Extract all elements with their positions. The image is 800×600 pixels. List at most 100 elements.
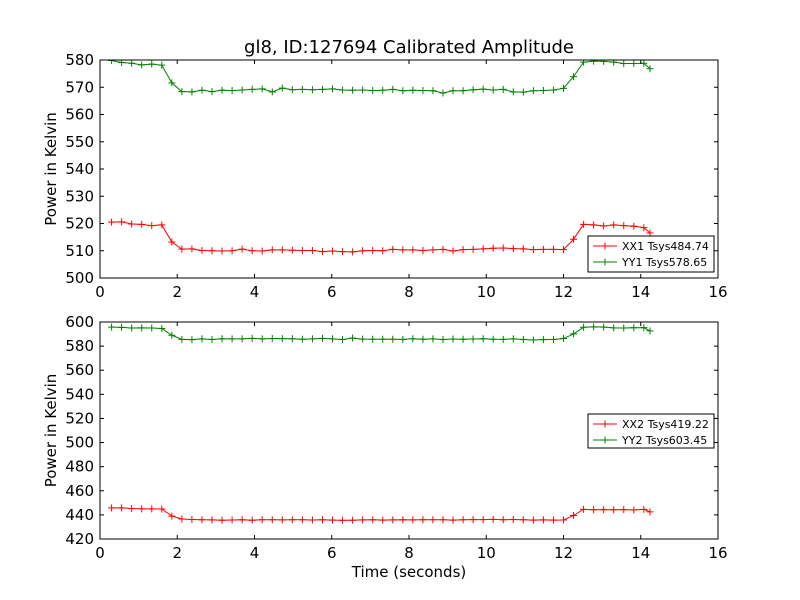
data-point [248, 516, 256, 524]
series-1 [108, 504, 654, 524]
data-point [168, 79, 176, 87]
data-point [288, 516, 296, 524]
data-point [298, 246, 306, 254]
y-axis-label: Power in Kelvin [42, 374, 60, 488]
data-point [560, 335, 567, 343]
data-point [429, 87, 437, 95]
data-point [118, 504, 126, 512]
legend-label: YY2 Tsys603.45 [621, 434, 707, 447]
data-point [168, 331, 176, 339]
data-point [278, 335, 286, 343]
data-point [529, 87, 537, 95]
x-tick-label: 0 [95, 283, 105, 301]
data-point [646, 229, 654, 237]
data-point [158, 325, 166, 333]
data-point [620, 324, 628, 332]
data-point [409, 516, 417, 524]
data-point [258, 85, 266, 93]
data-point [499, 85, 507, 93]
data-point [248, 85, 256, 93]
data-point [590, 506, 598, 514]
data-point [208, 247, 216, 255]
data-point [339, 86, 347, 94]
data-point [389, 335, 397, 343]
data-point [519, 245, 527, 253]
data-point [509, 245, 517, 253]
data-point [298, 516, 306, 524]
data-point [469, 516, 477, 524]
data-point [288, 86, 296, 94]
data-point [610, 506, 618, 514]
x-tick-label: 14 [631, 283, 650, 301]
data-point [108, 218, 116, 226]
data-point [238, 245, 246, 253]
data-point [646, 508, 654, 516]
data-point [580, 220, 588, 228]
data-point [238, 516, 246, 524]
data-point [178, 335, 186, 343]
data-point [138, 220, 146, 228]
data-point [529, 516, 537, 524]
data-point [258, 516, 266, 524]
data-point [288, 335, 296, 343]
x-tick-label: 8 [404, 544, 414, 562]
data-point [620, 222, 628, 230]
data-point [268, 516, 276, 524]
data-point [208, 335, 216, 343]
data-point [178, 245, 186, 253]
data-point [198, 246, 206, 254]
y-tick-label: 440 [65, 506, 94, 524]
y-tick-label: 540 [65, 385, 94, 403]
data-point [218, 516, 226, 524]
y-tick-label: 540 [65, 160, 94, 178]
legend-label: YY1 Tsys578.65 [621, 256, 707, 269]
data-point [560, 84, 567, 92]
data-point [549, 245, 557, 253]
data-point [329, 335, 337, 343]
data-point [630, 222, 638, 230]
data-point [178, 88, 186, 96]
data-point [238, 335, 246, 343]
legend-marker [601, 420, 609, 428]
data-point [318, 248, 326, 256]
data-point [188, 88, 196, 96]
data-point [539, 87, 547, 95]
x-tick-label: 12 [554, 283, 573, 301]
data-point [379, 86, 387, 94]
x-tick-label: 6 [327, 283, 337, 301]
data-point [138, 61, 146, 69]
legend-label: XX2 Tsys419.22 [622, 418, 709, 431]
y-tick-label: 560 [65, 106, 94, 124]
data-point [439, 245, 447, 253]
data-point [630, 324, 638, 332]
legend-marker [601, 242, 609, 250]
data-point [298, 335, 306, 343]
data-point [479, 335, 487, 343]
data-point [359, 516, 367, 524]
x-tick-label: 4 [250, 283, 260, 301]
data-point [600, 506, 608, 514]
data-point [610, 221, 618, 229]
data-point [339, 248, 347, 256]
data-point [359, 335, 367, 343]
data-point [439, 89, 447, 97]
data-point [298, 85, 306, 93]
series-2 [108, 60, 654, 97]
data-point [359, 247, 367, 255]
y-tick-label: 570 [65, 78, 94, 96]
series-1 [108, 218, 654, 256]
data-point [399, 87, 407, 95]
y-tick-label: 500 [65, 269, 94, 287]
x-tick-label: 16 [708, 544, 727, 562]
data-point [580, 505, 588, 513]
x-tick-label: 6 [327, 544, 337, 562]
data-point [499, 244, 507, 252]
data-point [228, 516, 236, 524]
figure-title: gl8, ID:127694 Calibrated Amplitude [244, 37, 574, 58]
data-point [218, 247, 226, 255]
data-point [278, 246, 286, 254]
data-point [429, 516, 437, 524]
data-point [329, 247, 337, 255]
data-point [148, 324, 156, 332]
data-point [449, 87, 457, 95]
